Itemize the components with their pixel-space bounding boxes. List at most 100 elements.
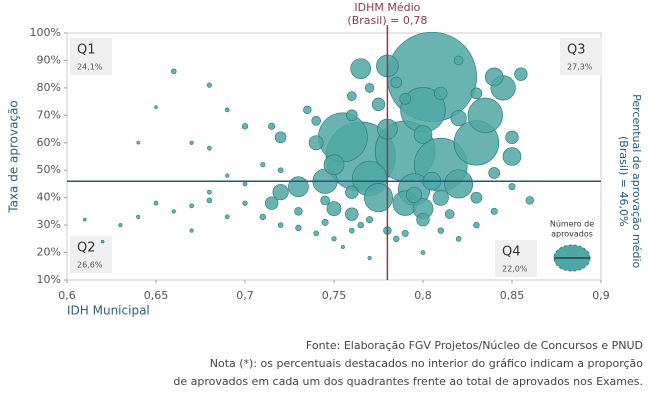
x-axis-label: IDH Municipal: [67, 304, 150, 318]
y-tick-label: 100%: [30, 26, 61, 39]
bubble: [274, 131, 287, 144]
bubble: [346, 91, 357, 101]
x-tick-label: 0,7: [236, 289, 254, 302]
note: Nota (*): os percentuais destacados no i…: [210, 357, 644, 370]
quadrant-box: [560, 38, 602, 75]
bubble: [272, 184, 289, 201]
bubble: [453, 55, 464, 66]
bubble: [224, 107, 230, 113]
bubble: [277, 167, 284, 174]
bubble: [136, 141, 140, 145]
size-legend-label: Número de: [550, 220, 594, 229]
bubble: [206, 197, 213, 204]
quadrant-name: Q4: [502, 245, 521, 260]
quadrant-share: 27,3%: [567, 63, 593, 72]
bubble: [345, 207, 359, 221]
bubble: [320, 195, 330, 206]
bubble: [268, 122, 276, 130]
bubble: [295, 224, 302, 232]
bubble: [401, 229, 409, 237]
bubble: [207, 189, 212, 195]
size-legend-label: aprovados: [551, 230, 593, 239]
y-tick-label: 50%: [37, 163, 61, 176]
bubble: [321, 218, 329, 226]
bubble: [444, 169, 474, 199]
bubble: [171, 68, 177, 75]
bubble: [303, 105, 312, 115]
bubble: [318, 112, 368, 163]
bubble: [207, 145, 212, 151]
note: de aprovados em cada um dos quadrantes f…: [173, 375, 643, 388]
bubble: [154, 105, 158, 109]
bubble: [505, 130, 519, 144]
quadrant-box: [70, 38, 112, 75]
bubble: [189, 203, 194, 209]
quadrant-share: 24,1%: [77, 63, 103, 72]
quadrant-share: 26,6%: [77, 261, 103, 270]
bubble: [241, 123, 249, 130]
y-tick-label: 60%: [37, 136, 61, 149]
bubble: [434, 86, 448, 101]
bubble: [367, 255, 372, 261]
bubble: [323, 154, 345, 176]
bubble: [349, 227, 355, 234]
bubble: [371, 97, 386, 112]
bubble: [313, 230, 319, 237]
bubble: [502, 147, 522, 166]
y-tick-label: 80%: [37, 81, 61, 94]
bubble: [171, 209, 176, 214]
hline-label: (Brasil) = 46,0%: [617, 136, 630, 226]
bubble: [490, 207, 498, 215]
bubble: [260, 162, 266, 168]
x-tick-label: 0,85: [500, 289, 525, 302]
bubble: [366, 216, 374, 224]
bubble: [432, 189, 449, 206]
bubble: [340, 244, 345, 250]
y-tick-label: 90%: [37, 53, 61, 66]
quadrant-share: 22,0%: [502, 265, 528, 274]
bubble: [364, 83, 375, 93]
bubble: [189, 140, 194, 145]
bubble: [420, 250, 426, 255]
bubble: [326, 201, 342, 217]
bubble: [416, 212, 430, 227]
bubble: [294, 207, 303, 216]
bubble: [189, 228, 194, 233]
bubble: [311, 116, 322, 126]
bubble: [277, 222, 284, 228]
bubble: [508, 183, 516, 191]
hline-label: Percentual de aprovação médio: [630, 94, 643, 268]
bubble: [399, 93, 412, 105]
bubble: [345, 109, 358, 122]
bubble: [259, 213, 266, 221]
bubble: [406, 186, 423, 204]
bubble: [364, 183, 393, 213]
quadrant-name: Q1: [77, 43, 96, 58]
bubble: [118, 223, 123, 228]
quadrant-name: Q3: [567, 43, 586, 58]
bubble: [206, 82, 212, 88]
bubble: [390, 76, 403, 89]
x-tick-label: 0,8: [414, 289, 432, 302]
bubble: [473, 221, 480, 229]
bubble: [350, 58, 372, 80]
bubble: [345, 185, 359, 199]
y-tick-label: 20%: [37, 246, 61, 259]
bubble: [393, 235, 400, 243]
bubble: [100, 239, 105, 244]
bubble: [455, 236, 462, 242]
vline-label: IDHM Médio: [354, 1, 420, 14]
bubble: [450, 109, 467, 127]
x-tick-label: 0,9: [592, 289, 610, 302]
bubble: [265, 196, 279, 210]
y-tick-label: 40%: [37, 191, 61, 204]
x-tick-label: 0,75: [322, 289, 347, 302]
bubble: [224, 214, 230, 220]
y-tick-label: 10%: [37, 273, 61, 286]
y-tick-label: 70%: [37, 108, 61, 121]
x-tick-label: 0,6: [58, 289, 76, 302]
quadrant-box: [495, 240, 537, 277]
bubble: [288, 176, 309, 198]
bubble: [444, 209, 455, 219]
